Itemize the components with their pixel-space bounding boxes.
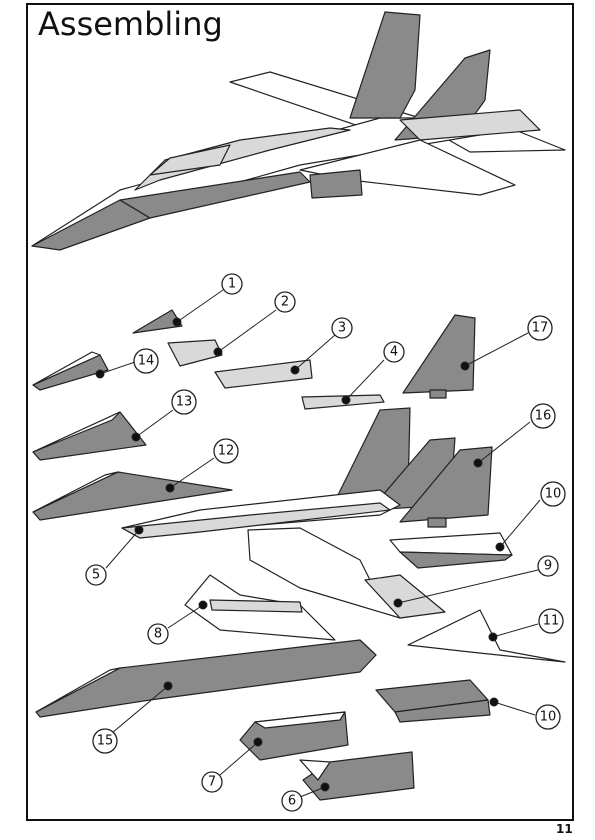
callout-label-12: 12 (218, 444, 235, 459)
page-title: Assembling (38, 5, 223, 43)
callout-label-6: 6 (288, 794, 296, 809)
callout-circle-11 (538, 608, 564, 634)
callout-label-7: 7 (208, 775, 216, 790)
page-frame (26, 3, 574, 821)
callout-label-3: 3 (338, 321, 346, 336)
callout-circle-4 (383, 341, 405, 363)
callout-label-4: 4 (390, 345, 398, 360)
part-17 (402, 314, 476, 394)
leader-lines (95, 289, 541, 798)
callout-label-14: 14 (138, 354, 155, 369)
callout-label-15: 15 (97, 734, 114, 749)
callout-label-5: 5 (92, 568, 100, 583)
callout-label-8: 8 (154, 627, 162, 642)
part-11 (407, 609, 566, 663)
callout-label-1: 1 (228, 277, 236, 292)
callout-circle-12 (213, 438, 239, 464)
callout-circle-3 (331, 317, 353, 339)
callout-circle-14 (133, 348, 159, 374)
callout-circle-16 (530, 403, 556, 429)
callout-label-17: 17 (532, 321, 549, 336)
part-16 (399, 446, 493, 523)
callout-circle-2 (274, 291, 296, 313)
callout-circle-6 (281, 790, 303, 812)
callout-circle-10a (540, 481, 566, 507)
part-3 (214, 359, 313, 389)
callout-circle-15 (92, 728, 118, 754)
part-13 (32, 411, 147, 461)
callout-label-2: 2 (281, 295, 289, 310)
callout-circle-5 (85, 564, 107, 586)
callout-circle-10b (535, 704, 561, 730)
part-15 (35, 639, 377, 718)
callout-circle-17 (527, 315, 553, 341)
callout-circle-1 (221, 273, 243, 295)
callout-label-9: 9 (544, 559, 552, 574)
assembled-plane (31, 11, 566, 251)
callout-label-11: 11 (543, 614, 560, 629)
callout-circle-9 (537, 555, 559, 577)
callout-label-13: 13 (176, 395, 193, 410)
callout-circle-8 (147, 623, 169, 645)
callout-label-16: 16 (535, 409, 552, 424)
callout-circle-13 (171, 389, 197, 415)
callout-circle-7 (201, 771, 223, 793)
page-number: 11 (556, 822, 573, 836)
part-2 (167, 339, 223, 367)
callout-label-10a: 10 (545, 487, 562, 502)
callout-label-10b: 10 (540, 710, 557, 725)
